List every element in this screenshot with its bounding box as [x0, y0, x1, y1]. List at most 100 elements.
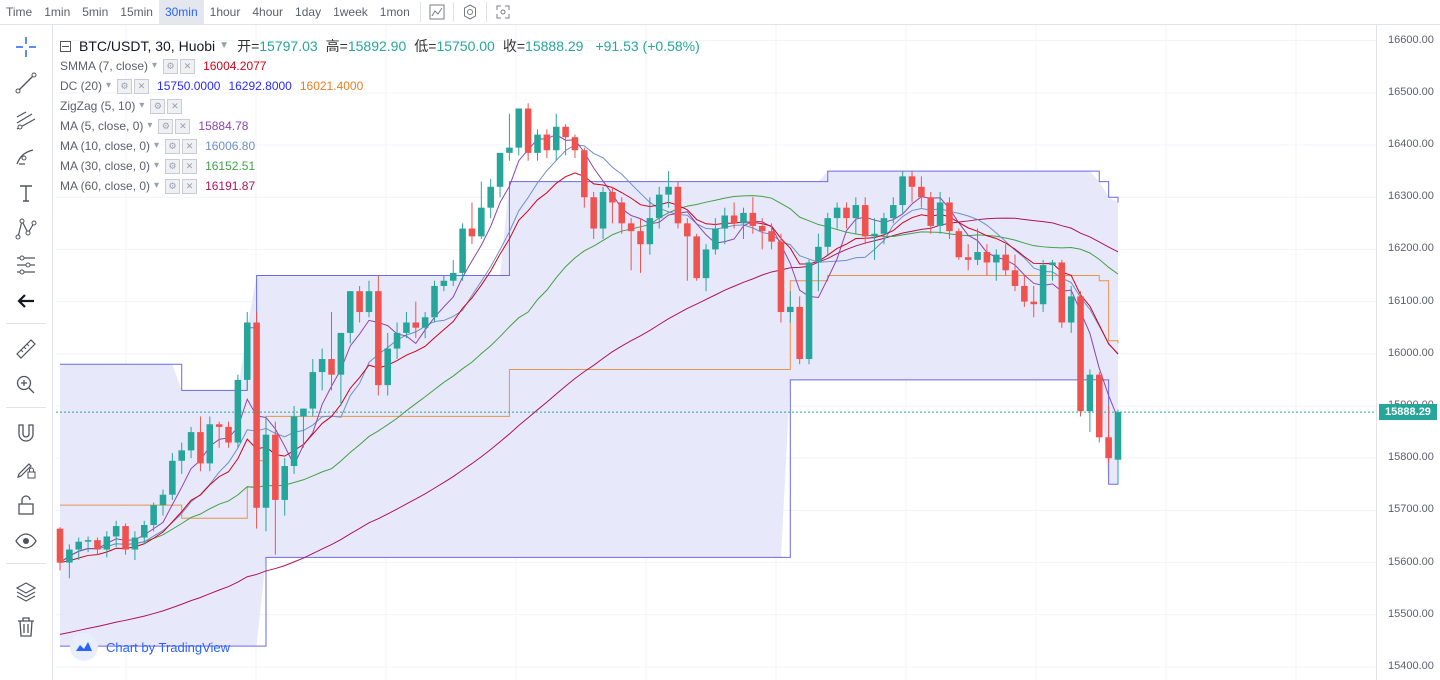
- price-tick-label: 16300.00: [1388, 190, 1434, 203]
- indicator-row[interactable]: MA (5, close, 0) ▾ ⚙ ✕ 15884.78: [60, 116, 700, 136]
- indicator-row[interactable]: DC (20) ▾ ⚙ ✕ 15750.0000 16292.8000 16021.4000: [60, 76, 700, 96]
- candle-body: [524, 108, 532, 153]
- toolbar-divider: [6, 323, 46, 324]
- timeframe-1hour[interactable]: 1hour: [209, 5, 241, 19]
- candle-body: [796, 306, 803, 360]
- timeframe-5min[interactable]: 5min: [82, 5, 109, 19]
- indicator-remove-icon[interactable]: ✕: [182, 138, 198, 154]
- ruler-icon[interactable]: [12, 335, 40, 363]
- price-tick-label: 16000.00: [1388, 346, 1434, 359]
- indicators-icon[interactable]: [425, 0, 449, 24]
- indicator-remove-icon[interactable]: ✕: [182, 178, 198, 194]
- indicator-dropdown-icon[interactable]: ▾: [152, 60, 158, 71]
- crosshair-icon[interactable]: [12, 33, 40, 61]
- timeframe-1day[interactable]: 1day: [295, 5, 322, 19]
- indicator-settings-icon[interactable]: ⚙: [165, 158, 181, 174]
- indicator-settings-icon[interactable]: ⚙: [150, 98, 166, 114]
- candle-body: [421, 317, 429, 328]
- collapse-legend-icon[interactable]: [60, 40, 71, 52]
- candle-body: [56, 528, 64, 563]
- indicator-settings-icon[interactable]: ⚙: [158, 118, 174, 134]
- fib-retracement-icon[interactable]: [12, 107, 40, 135]
- symbol-dropdown-icon[interactable]: ▼: [219, 40, 230, 51]
- candle-body: [496, 152, 504, 187]
- indicator-dropdown-icon[interactable]: ▾: [139, 100, 145, 111]
- tradingview-watermark[interactable]: Chart by TradingView: [70, 633, 230, 661]
- timeframe-1mon[interactable]: 1mon: [379, 5, 410, 19]
- timeframe-1min[interactable]: 1min: [44, 5, 71, 19]
- toolbar-divider: [6, 407, 46, 408]
- indicator-name: MA (30, close, 0): [60, 159, 151, 173]
- candle-body: [449, 272, 457, 281]
- layers-icon[interactable]: [12, 577, 40, 605]
- ma30-line: [59, 195, 1119, 563]
- indicator-remove-icon[interactable]: ✕: [175, 118, 191, 134]
- candle-body: [84, 540, 92, 542]
- candle-body: [478, 207, 485, 237]
- indicator-settings-icon[interactable]: ⚙: [117, 78, 133, 94]
- indicator-remove-icon[interactable]: ✕: [180, 58, 196, 74]
- indicator-settings-icon[interactable]: ⚙: [163, 58, 179, 74]
- open-label: 开=: [237, 38, 260, 54]
- magnet-icon[interactable]: [12, 419, 40, 447]
- brush-icon[interactable]: [12, 143, 40, 171]
- indicator-row[interactable]: MA (10, close, 0) ▾ ⚙ ✕ 16006.80: [60, 136, 700, 156]
- indicator-row[interactable]: ZigZag (5, 10) ▾ ⚙ ✕: [60, 96, 700, 116]
- indicator-remove-icon[interactable]: ✕: [182, 158, 198, 174]
- indicator-settings-icon[interactable]: ⚙: [165, 138, 181, 154]
- candle-body: [702, 249, 710, 279]
- candle-body: [337, 332, 345, 375]
- price-chart[interactable]: [56, 25, 1376, 680]
- candle-body: [993, 254, 1000, 263]
- indicator-row[interactable]: MA (60, close, 0) ▾ ⚙ ✕ 16191.87: [60, 176, 700, 196]
- candle-body: [890, 205, 897, 219]
- timeframe-30min[interactable]: 30min: [158, 0, 204, 24]
- trash-icon[interactable]: [12, 613, 40, 641]
- trend-line-icon[interactable]: [12, 69, 40, 97]
- candle-body: [468, 228, 476, 237]
- candle-body: [749, 212, 757, 226]
- settings-gear-icon[interactable]: [458, 0, 482, 24]
- indicator-dropdown-icon[interactable]: ▾: [147, 120, 153, 131]
- timeframe-1week[interactable]: 1week: [333, 5, 368, 19]
- candle-body: [1021, 285, 1028, 302]
- indicator-dropdown-icon[interactable]: ▾: [154, 140, 160, 151]
- top-toolbar: Time 1min 5min 15min 30min 1hour 4hour 1…: [0, 0, 1440, 25]
- indicator-value: 16004.2077: [203, 59, 267, 73]
- candle-body: [122, 526, 129, 550]
- timeframe-time[interactable]: Time: [6, 5, 33, 19]
- candle-body: [356, 291, 363, 313]
- zoom-in-icon[interactable]: [12, 371, 40, 399]
- candle-body: [384, 348, 391, 386]
- candle-body: [1011, 270, 1019, 286]
- indicator-dropdown-icon[interactable]: ▾: [154, 180, 160, 191]
- candle-body: [431, 285, 438, 318]
- timeframe-15min[interactable]: 15min: [120, 5, 153, 19]
- indicator-dropdown-icon[interactable]: ▾: [154, 160, 160, 171]
- candle-body: [140, 524, 148, 538]
- unlock-icon[interactable]: [12, 491, 40, 519]
- candle-body: [880, 218, 888, 234]
- price-tick-label: 16200.00: [1388, 242, 1434, 255]
- indicator-remove-icon[interactable]: ✕: [134, 78, 150, 94]
- indicator-row[interactable]: SMMA (7, close) ▾ ⚙ ✕ 16004.2077: [60, 56, 700, 76]
- indicator-remove-icon[interactable]: ✕: [167, 98, 183, 114]
- lock-drawing-icon[interactable]: [12, 455, 40, 483]
- text-tool-icon[interactable]: [12, 179, 40, 207]
- back-arrow-icon[interactable]: [12, 287, 40, 315]
- indicator-dropdown-icon[interactable]: ▾: [106, 80, 112, 91]
- candle-body: [693, 236, 700, 279]
- candle-body: [543, 134, 551, 151]
- candle-body: [843, 207, 850, 219]
- timeframe-4hour[interactable]: 4hour: [252, 5, 284, 19]
- pattern-icon[interactable]: [12, 215, 40, 243]
- prediction-icon[interactable]: [12, 251, 40, 279]
- candle-body: [1039, 265, 1047, 305]
- eye-icon[interactable]: [12, 527, 40, 555]
- candle-body: [440, 280, 448, 286]
- fullscreen-icon[interactable]: [491, 0, 515, 24]
- candle-body: [861, 205, 869, 237]
- indicator-settings-icon[interactable]: ⚙: [165, 178, 181, 194]
- price-axis[interactable]: [1376, 25, 1440, 680]
- indicator-row[interactable]: MA (30, close, 0) ▾ ⚙ ✕ 16152.51: [60, 156, 700, 176]
